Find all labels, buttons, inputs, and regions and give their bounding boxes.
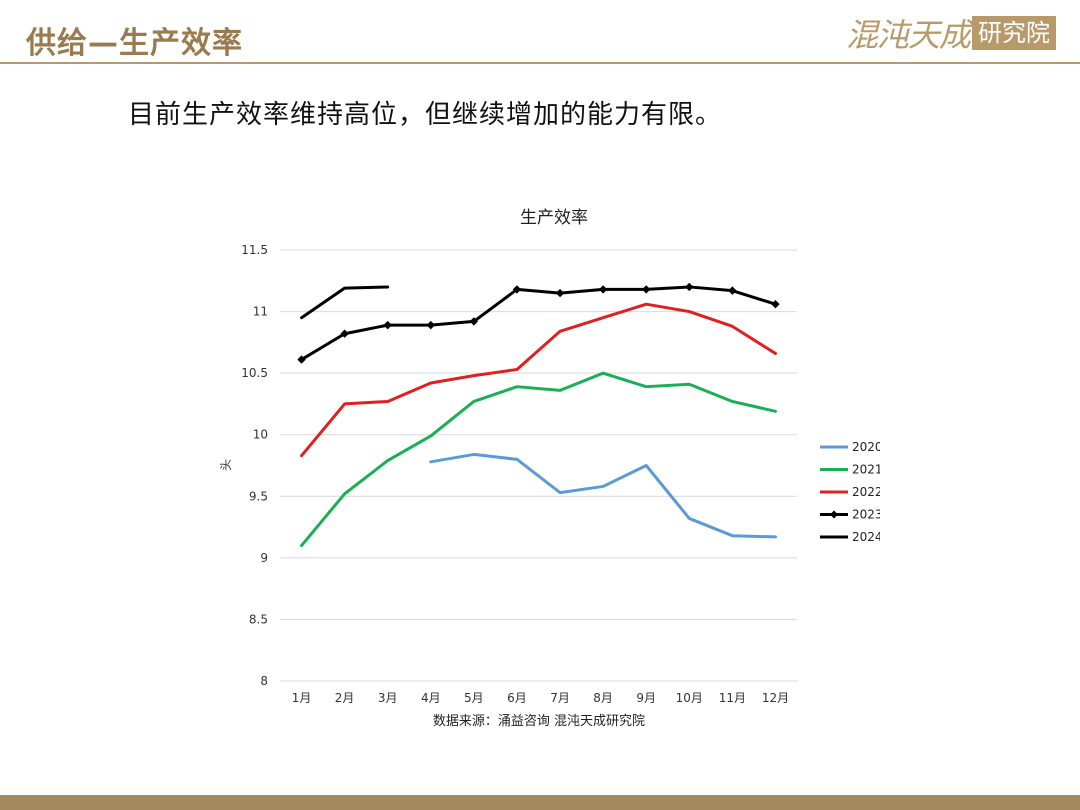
- series-lines: [297, 282, 780, 548]
- legend-item: 2024年: [820, 530, 880, 544]
- x-tick-label: 7月: [550, 691, 570, 705]
- x-tick-label: 2月: [335, 691, 355, 705]
- header: 供给—生产效率 混沌天成 研究院: [0, 0, 1080, 62]
- x-axis-ticks: 1月 2月 3月 4月 5月 6月 7月 8月 9月 10月 11月 12月: [292, 691, 789, 705]
- series-line: [429, 452, 777, 539]
- y-tick-label: 11: [253, 305, 268, 319]
- y-tick-label: 9.5: [249, 489, 268, 503]
- legend-label: 2020年: [852, 440, 880, 454]
- legend-item: 2022年: [820, 485, 880, 499]
- series-line: [300, 371, 777, 548]
- legend-item: 2023年: [820, 508, 880, 522]
- logo-script-text: 混沌天成: [845, 16, 971, 54]
- data-point: [685, 282, 694, 292]
- line-chart: 生产效率 8 8.5 9 9.5 10 10.5 11 11.5 1月 2月 3月 4月 5月 6月 7月…: [219, 208, 880, 729]
- legend: 2020年 2021年 2022年 2023年 2024年: [820, 440, 880, 544]
- y-axis-label: 头: [219, 459, 233, 471]
- legend-item: 2021年: [820, 463, 880, 477]
- series-2021年: [300, 371, 777, 548]
- legend-label: 2021年: [852, 463, 880, 477]
- x-tick-label: 8月: [593, 691, 613, 705]
- x-tick-label: 12月: [762, 691, 789, 705]
- y-tick-label: 9: [260, 551, 268, 565]
- y-tick-label: 11.5: [241, 243, 268, 257]
- x-tick-label: 3月: [378, 691, 398, 705]
- legend-label: 2022年: [852, 485, 880, 499]
- data-point: [555, 288, 565, 298]
- y-tick-label: 10.5: [241, 366, 268, 380]
- series-2024年: [300, 285, 390, 320]
- data-point: [598, 285, 608, 294]
- data-point: [340, 329, 349, 338]
- legend-marker: [830, 510, 838, 519]
- x-tick-label: 1月: [292, 691, 312, 705]
- y-tick-label: 10: [253, 428, 268, 442]
- y-axis-ticks: 8 8.5 9 9.5 10 10.5 11 11.5: [241, 243, 268, 688]
- x-tick-label: 9月: [636, 691, 656, 705]
- legend-item: 2020年: [820, 440, 880, 454]
- data-point: [728, 286, 737, 295]
- source-note: 数据来源：涌益咨询 混沌天成研究院: [433, 714, 645, 729]
- data-point: [469, 317, 479, 326]
- series-line: [300, 285, 777, 362]
- data-point: [771, 299, 780, 309]
- x-tick-label: 11月: [719, 691, 746, 705]
- y-tick-label: 8: [260, 674, 268, 688]
- y-tick-label: 8.5: [249, 612, 268, 626]
- data-point: [642, 285, 651, 294]
- series-2022年: [300, 302, 777, 458]
- legend-label: 2024年: [852, 530, 880, 544]
- logo-box-text: 研究院: [972, 16, 1056, 50]
- x-tick-label: 10月: [676, 691, 703, 705]
- grid-lines: [280, 249, 797, 682]
- brand-logo: 混沌天成 研究院: [846, 14, 1056, 54]
- slide-subtitle: 目前生产效率维持高位，但继续增加的能力有限。: [128, 100, 723, 130]
- chart-title: 生产效率: [520, 208, 588, 228]
- series-line: [300, 285, 390, 320]
- data-point: [297, 355, 306, 364]
- x-tick-label: 5月: [464, 691, 484, 705]
- legend-label: 2023年: [852, 508, 880, 522]
- data-point: [383, 320, 392, 330]
- page-title: 供给—生产效率: [26, 26, 243, 61]
- footer-bar: [0, 795, 1080, 810]
- header-divider: [0, 62, 1080, 64]
- series-2020年: [429, 452, 777, 539]
- data-point: [426, 320, 435, 330]
- x-tick-label: 4月: [421, 691, 441, 705]
- x-tick-label: 6月: [507, 691, 527, 705]
- series-line: [300, 302, 777, 458]
